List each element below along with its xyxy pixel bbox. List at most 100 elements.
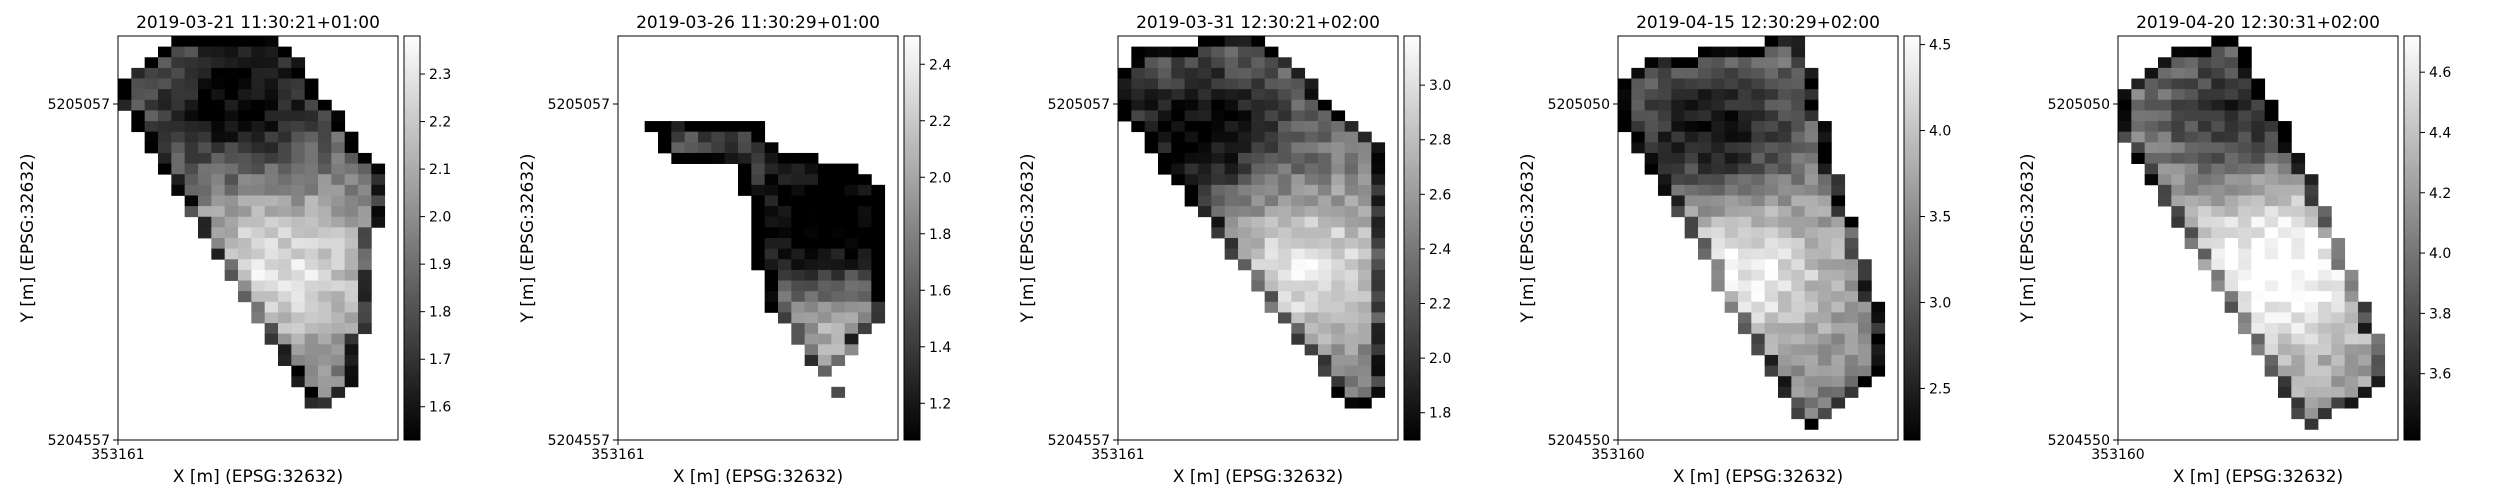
heatmap-cell (1304, 89, 1319, 101)
heatmap-cell (198, 46, 212, 58)
heatmap-cell (211, 121, 226, 133)
x-axis-label: X [m] (EPSG:32632) (2173, 467, 2343, 487)
heatmap-cell (1818, 238, 1832, 250)
heatmap-cell (291, 195, 306, 207)
heatmap-cell (1764, 238, 1779, 250)
heatmap-cell (1778, 365, 1792, 377)
heatmap-cell (1764, 280, 1779, 292)
heatmap-cell (1791, 354, 1806, 366)
heatmap-cell (2251, 269, 2266, 281)
heatmap-cell (2158, 89, 2172, 101)
heatmap-cell (2224, 57, 2239, 69)
heatmap-cell (1331, 227, 1346, 239)
heatmap-cell (1764, 248, 1779, 260)
heatmap-cell (2344, 280, 2359, 292)
heatmap-cell (1291, 195, 1306, 207)
heatmap-cell (1631, 67, 1646, 79)
heatmap-cell (2291, 312, 2306, 324)
heatmap-cell (1318, 142, 1332, 154)
heatmap-cell (2198, 238, 2212, 250)
heatmap-cell (331, 376, 346, 388)
x-tick-label: 353161 (591, 447, 644, 463)
heatmap-cell (1844, 365, 1859, 377)
heatmap-cell (2304, 365, 2319, 377)
chart-panel-4: 2019-04-15 12:30:29+02:00 5205050 5204550 3… (1500, 0, 2000, 500)
heatmap-cell (1711, 131, 1726, 143)
heatmap-cell (2251, 301, 2266, 313)
heatmap-cell (264, 163, 279, 175)
heatmap-cell (778, 291, 792, 303)
heatmap-cell (1318, 216, 1332, 228)
heatmap-cell (304, 238, 319, 250)
heatmap-cell (1671, 131, 1686, 143)
heatmap-cell (1858, 280, 1872, 292)
heatmap-cell (2251, 99, 2266, 111)
heatmap-cell (751, 163, 766, 175)
heatmap-cell (251, 78, 266, 90)
heatmap-cell (2224, 131, 2239, 143)
heatmap-cell (1778, 99, 1792, 111)
heatmap-cell (1318, 323, 1332, 335)
colorbar-tick-label: 4.2 (2429, 186, 2451, 202)
heatmap-cell (1238, 238, 1252, 250)
heatmap-cell (1698, 163, 1712, 175)
heatmap-cell (1671, 78, 1686, 90)
heatmap-cell (804, 195, 819, 207)
heatmap-cell (1171, 121, 1186, 133)
heatmap-cell (1698, 121, 1712, 133)
heatmap-cell (1318, 99, 1332, 111)
heatmap-cell (2224, 110, 2239, 122)
heatmap-cell (1224, 174, 1239, 186)
heatmap-cell (1211, 131, 1226, 143)
heatmap-cell (1211, 57, 1226, 69)
heatmap-cell (1118, 89, 1132, 101)
x-tick-label: 353160 (1591, 447, 1644, 463)
heatmap-cell (778, 195, 792, 207)
heatmap-cell (358, 184, 372, 196)
heatmap-cell (2251, 259, 2266, 271)
heatmap-cell (2224, 184, 2239, 196)
heatmap-cell (1331, 301, 1346, 313)
heatmap-cell (1251, 238, 1266, 250)
heatmap-cell (1764, 312, 1779, 324)
heatmap-cell (1698, 110, 1712, 122)
heatmap-cell (1158, 67, 1172, 79)
heatmap-cell (2344, 365, 2359, 377)
heatmap-cell (1158, 99, 1172, 111)
heatmap-cell (198, 67, 212, 79)
heatmap-cell (764, 259, 779, 271)
heatmap-cell (2264, 174, 2279, 186)
heatmap-cell (2211, 248, 2226, 260)
heatmap-cell (211, 238, 226, 250)
heatmap-cell (1304, 238, 1319, 250)
heatmap-cell (1738, 89, 1752, 101)
heatmap-cell (1318, 184, 1332, 196)
heatmap-cell (1711, 238, 1726, 250)
heatmap-cell (2198, 78, 2212, 90)
heatmap-cell (1804, 142, 1819, 154)
heatmap-cell (2224, 280, 2239, 292)
heatmap-cell (1871, 344, 1886, 356)
heatmap-cell (1318, 227, 1332, 239)
heatmap-cell (1304, 78, 1319, 90)
heatmap-cell (1764, 206, 1779, 218)
heatmap-cell (304, 280, 319, 292)
heatmap-cell (1804, 99, 1819, 111)
heatmap-cell (2278, 206, 2292, 218)
heatmap-cell (2251, 163, 2266, 175)
heatmap-cell (1844, 227, 1859, 239)
heatmap-cell (1791, 174, 1806, 186)
heatmap-cell (804, 291, 819, 303)
heatmap-cell (1184, 67, 1199, 79)
heatmap-cell (698, 121, 712, 133)
heatmap-cell (1198, 78, 1212, 90)
heatmap-cell (2251, 110, 2266, 122)
heatmap-cell (1331, 216, 1346, 228)
heatmap-cell (1344, 291, 1359, 303)
heatmap-cell (1331, 376, 1346, 388)
heatmap-cell (251, 152, 266, 164)
heatmap-cell (1371, 238, 1386, 250)
heatmap-cell (1738, 206, 1752, 218)
heatmap-cell (1344, 216, 1359, 228)
heatmap-cell (2211, 195, 2226, 207)
